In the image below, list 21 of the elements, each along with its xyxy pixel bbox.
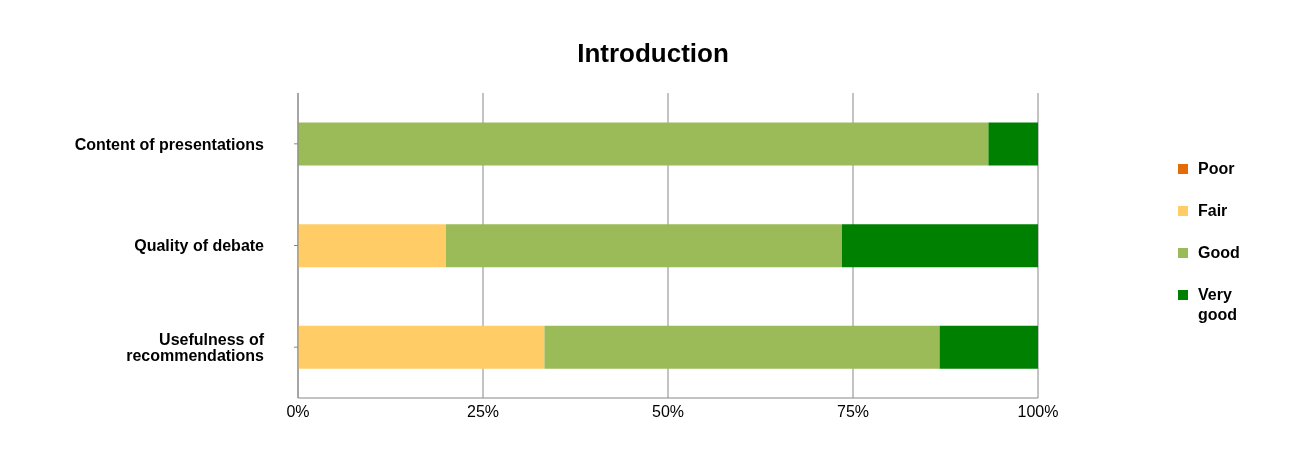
legend-label: Poor — [1198, 159, 1236, 179]
bar — [544, 325, 940, 369]
bar — [298, 122, 989, 166]
bar — [988, 122, 1038, 166]
legend-label: Fair — [1198, 201, 1229, 221]
x-tick-label: 0% — [286, 403, 310, 421]
bar — [298, 224, 446, 268]
bar — [446, 224, 842, 268]
bar — [841, 224, 1038, 268]
legend-label: Good — [1198, 243, 1241, 263]
x-tick-label: 50% — [651, 403, 685, 421]
y-tick-label: Content of presentations — [74, 135, 265, 153]
y-tick-label: Usefulness of recommendations — [126, 330, 265, 364]
y-tick-label: Quality of debate — [134, 237, 265, 255]
x-tick-label: 100% — [1017, 403, 1059, 421]
bar — [939, 325, 1038, 369]
x-tick-label: 75% — [836, 403, 870, 421]
legend-label: Very good — [1198, 285, 1239, 325]
chart-title: Introduction — [576, 37, 730, 68]
bar — [298, 325, 545, 369]
x-tick-label: 25% — [466, 403, 500, 421]
